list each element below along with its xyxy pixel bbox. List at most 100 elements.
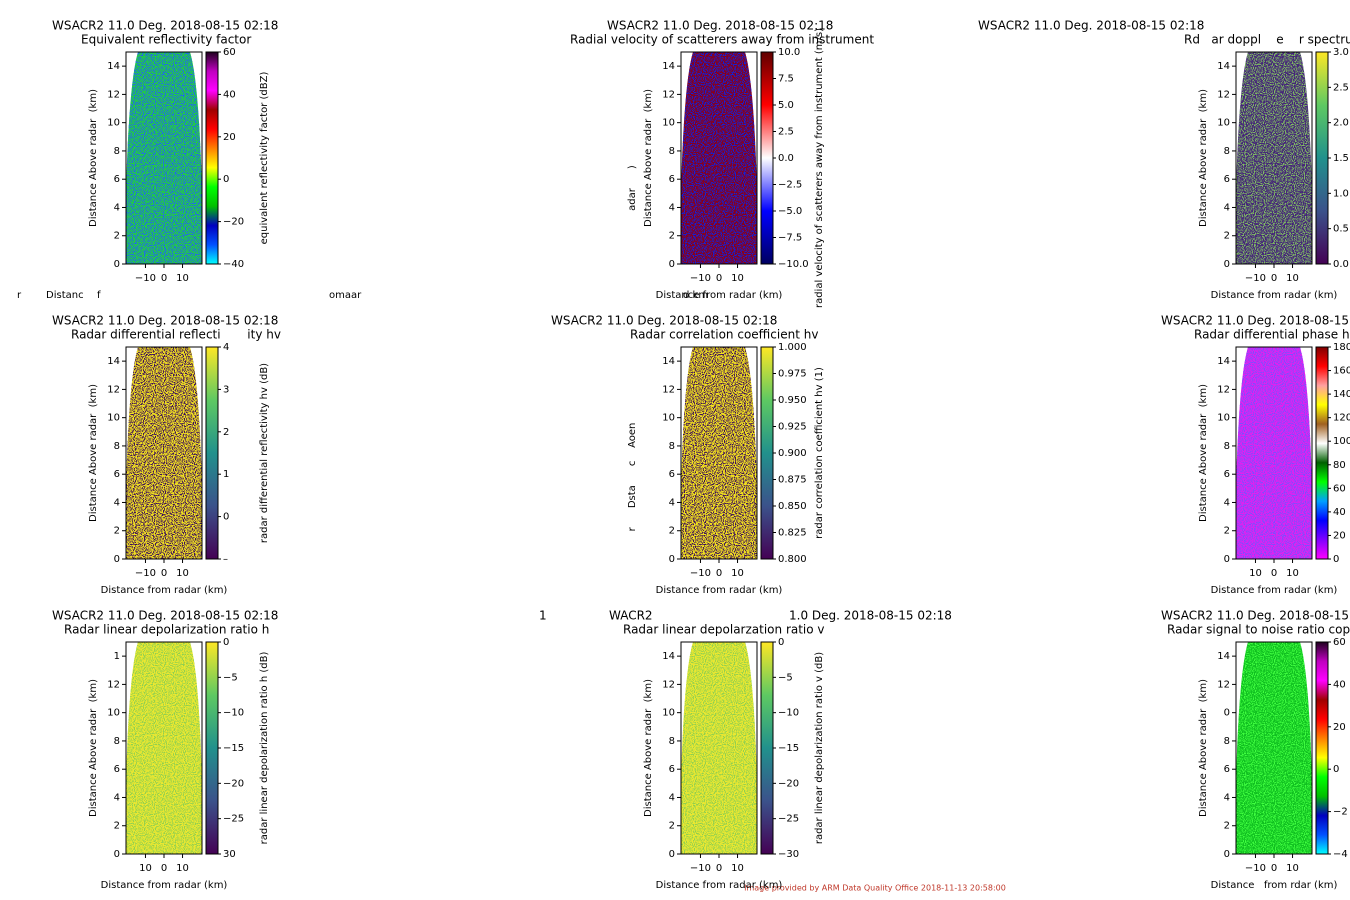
text-fragment: r bbox=[17, 290, 22, 301]
panel-subtitle: Radar signal to noise ratio copo bbox=[1167, 623, 1350, 637]
text-fragment: WACR2 bbox=[609, 609, 653, 623]
x-axis-label: Distance from rdar (km) bbox=[1211, 880, 1338, 891]
x-tick-label: 10 bbox=[1286, 273, 1299, 284]
colorbar-tick-label: 7.5 bbox=[778, 74, 794, 85]
y-tick-label: 8 bbox=[669, 736, 675, 747]
panel-title: WSACR2 11.0 Deg. 2018-08-15 02:18 bbox=[52, 19, 278, 33]
y-tick-label: 14 bbox=[107, 61, 120, 72]
y-tick-label: 0 bbox=[1224, 554, 1230, 565]
colorbar-tick-label: 0.5 bbox=[1333, 224, 1349, 235]
y-axis-label: Distance Above radar (km) bbox=[1198, 89, 1209, 227]
radar-speckle bbox=[1236, 347, 1312, 559]
text-fragment: 1.0 Deg. 2018-08-15 02:18 bbox=[789, 609, 952, 623]
colorbar-tick-label: −25 bbox=[778, 814, 799, 825]
colorbar-tick-label: 1 bbox=[223, 469, 229, 480]
colorbar-tick-label: 0 bbox=[778, 637, 784, 648]
x-axis-label: Distance from radar (km) bbox=[656, 585, 783, 596]
x-axis-label: Distance from radar (km) bbox=[1211, 585, 1338, 596]
x-tick-label: 0 bbox=[161, 863, 167, 874]
colorbar-tick-label: 160 bbox=[1333, 366, 1350, 377]
y-tick-label: 2 bbox=[114, 526, 120, 537]
y-axis-label: Distance Above radar (km) bbox=[643, 679, 654, 817]
panel-subtitle: Radar linear depolarzation ratio v bbox=[623, 623, 825, 637]
x-tick-label: 10 bbox=[1286, 863, 1299, 874]
colorbar-tick-label: 60 bbox=[1333, 637, 1346, 648]
text-fragment: 1 bbox=[539, 609, 547, 623]
colorbar-tick-label: 30 bbox=[223, 849, 236, 860]
y-tick-label: 0 bbox=[669, 554, 675, 565]
colorbar-tick-label: 0 bbox=[223, 512, 229, 523]
colorbar-tick-label: −30 bbox=[778, 849, 799, 860]
y-tick-label: 4 bbox=[114, 497, 120, 508]
colorbar-tick-label: 0 bbox=[223, 637, 229, 648]
x-tick-label: 0 bbox=[716, 568, 722, 579]
colorbar-label: equivalent reflectivity factor (dBZ) bbox=[259, 72, 270, 245]
text-fragment: Distanc bbox=[46, 290, 84, 301]
colorbar-tick-label: 40 bbox=[1333, 679, 1346, 690]
colorbar-label: radar differential reflectivity hv (dB) bbox=[259, 363, 270, 543]
y-tick-label: 10 bbox=[662, 118, 675, 129]
y-tick-label: 4 bbox=[1224, 792, 1230, 803]
colorbar-tick-label: −10.0 bbox=[778, 259, 809, 270]
x-tick-label: 0 bbox=[716, 863, 722, 874]
colorbar-tick-label: 0 bbox=[223, 174, 229, 185]
x-tick-label: 10 bbox=[139, 863, 152, 874]
text-fragment: r Dsta c Aoen bbox=[627, 423, 638, 532]
colorbar-tick-label: 180 bbox=[1333, 342, 1350, 353]
y-tick-label: 0 bbox=[1224, 708, 1230, 719]
y-tick-label: 4 bbox=[1224, 202, 1230, 213]
panel-subtitle: Radar correlation coefficient hv bbox=[630, 328, 818, 342]
y-tick-label: 6 bbox=[669, 764, 675, 775]
colorbar-tick-label: 40 bbox=[1333, 507, 1346, 518]
colorbar-tick-label: 0.925 bbox=[778, 422, 807, 433]
y-tick-label: 14 bbox=[1217, 356, 1230, 367]
y-tick-label: 8 bbox=[669, 441, 675, 452]
colorbar bbox=[760, 51, 774, 265]
radar-speckle bbox=[1236, 52, 1312, 264]
y-tick-label: 6 bbox=[114, 469, 120, 480]
y-axis-label: Distance Above radar (km) bbox=[1198, 679, 1209, 817]
panel-title: WSACR2 11.0 Deg. 2018-08-15 02:18 bbox=[551, 314, 777, 328]
colorbar-tick-label: −10 bbox=[778, 708, 799, 719]
y-tick-label: 4 bbox=[669, 497, 675, 508]
panel-subtitle: Equivalent reflectivity factor bbox=[81, 33, 251, 47]
y-tick-label: 10 bbox=[662, 413, 675, 424]
y-tick-label: 4 bbox=[1224, 497, 1230, 508]
x-tick-label: 10 bbox=[731, 273, 744, 284]
x-tick-label: 0 bbox=[1271, 273, 1277, 284]
colorbar-tick-label: 60 bbox=[1333, 483, 1346, 494]
radar-speckle bbox=[681, 52, 757, 264]
x-tick-label: 0 bbox=[161, 568, 167, 579]
colorbar-tick-label: 140 bbox=[1333, 389, 1350, 400]
y-tick-label: 0 bbox=[114, 259, 120, 270]
text-fragment: f bbox=[97, 290, 101, 301]
panel-subtitle: Radar linear depolarization ratio h bbox=[64, 623, 269, 637]
x-tick-label: −10 bbox=[135, 568, 156, 579]
x-tick-label: −10 bbox=[135, 273, 156, 284]
y-tick-label: 10 bbox=[107, 708, 120, 719]
y-tick-label: 8 bbox=[1224, 146, 1230, 157]
y-tick-label: 12 bbox=[1217, 89, 1230, 100]
colorbar-tick-label: −5 bbox=[778, 672, 793, 683]
colorbar-tick-label: 40 bbox=[223, 89, 236, 100]
x-tick-label: −10 bbox=[690, 273, 711, 284]
colorbar-tick-label: 10.0 bbox=[778, 47, 800, 58]
y-tick-label: 0 bbox=[669, 849, 675, 860]
colorbar-tick-label: −20 bbox=[778, 778, 799, 789]
colorbar-tick-label: 0.975 bbox=[778, 369, 807, 380]
y-tick-label: 12 bbox=[662, 679, 675, 690]
x-tick-label: 0 bbox=[716, 273, 722, 284]
colorbar-tick-label: 100 bbox=[1333, 436, 1350, 447]
colorbar-tick-label: −15 bbox=[223, 743, 244, 754]
radar-speckle bbox=[681, 347, 757, 559]
x-axis-label: Distance from radar (km) bbox=[1211, 290, 1338, 301]
y-tick-label: 8 bbox=[114, 736, 120, 747]
y-tick-label: 6 bbox=[114, 174, 120, 185]
colorbar-tick-label: 20 bbox=[1333, 722, 1346, 733]
colorbar bbox=[205, 641, 219, 855]
y-tick-label: 6 bbox=[1224, 469, 1230, 480]
colorbar bbox=[760, 346, 774, 560]
text-fragment: adar ) bbox=[627, 165, 638, 211]
colorbar-tick-label: 0.900 bbox=[778, 448, 807, 459]
panel-title: WSACR2 11.0 Deg. 2018-08-15 0 bbox=[1161, 314, 1350, 328]
